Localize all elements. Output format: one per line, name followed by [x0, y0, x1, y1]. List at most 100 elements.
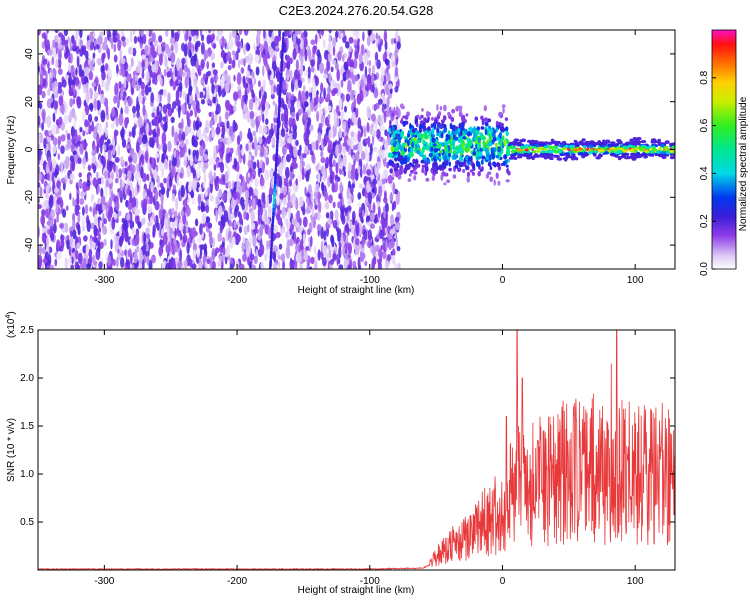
heatmap-cell	[111, 190, 114, 200]
heatmap-cell	[67, 76, 73, 87]
heatmap-cell	[516, 155, 523, 159]
heatmap-cell	[293, 146, 298, 159]
spectrogram-xlabel: Height of straight line (km)	[298, 285, 415, 296]
heatmap-cell	[323, 230, 327, 241]
heatmap-cell	[265, 118, 269, 125]
heatmap-cell	[279, 135, 283, 148]
heatmap-cell	[92, 177, 98, 187]
heatmap-cell	[284, 120, 288, 129]
heatmap-cell	[442, 115, 447, 121]
heatmap-cell	[279, 192, 284, 200]
heatmap-cell	[595, 156, 602, 160]
heatmap-cell	[330, 258, 334, 265]
heatmap-cell	[78, 172, 82, 178]
heatmap-cell	[381, 66, 386, 77]
heatmap-cell	[316, 60, 320, 72]
heatmap-cell	[310, 99, 314, 112]
heatmap-cell	[261, 213, 266, 222]
heatmap-cell	[88, 103, 94, 111]
heatmap-cell	[213, 114, 218, 124]
y-tick-label: 2.5	[20, 325, 34, 336]
heatmap-cell	[218, 142, 222, 150]
heatmap-cell	[355, 224, 360, 236]
heatmap-cell	[67, 133, 71, 140]
heatmap-cell	[197, 162, 203, 168]
heatmap-cell	[340, 110, 344, 123]
heatmap-cell	[156, 106, 160, 116]
heatmap-cell	[422, 145, 426, 152]
heatmap-cell	[60, 134, 66, 142]
heatmap-cell	[392, 182, 396, 195]
heatmap-cell	[56, 239, 61, 250]
heatmap-cell	[57, 153, 60, 161]
heatmap-cell	[123, 76, 127, 89]
heatmap-cell	[385, 151, 389, 161]
heatmap-cell	[226, 244, 230, 257]
heatmap-cell	[489, 165, 493, 171]
heatmap-cell	[76, 135, 81, 142]
heatmap-cell	[399, 165, 404, 171]
heatmap-cell	[174, 131, 179, 144]
heatmap-cell	[484, 129, 488, 136]
heatmap-cell	[50, 209, 55, 220]
heatmap-cell	[39, 133, 44, 144]
heatmap-cell	[350, 224, 354, 235]
heatmap-cell	[388, 83, 393, 90]
heatmap-cell	[381, 149, 386, 160]
heatmap-cell	[303, 101, 309, 108]
heatmap-cell	[607, 143, 611, 147]
heatmap-cell	[149, 156, 153, 165]
heatmap-cell	[368, 60, 371, 67]
heatmap-cell	[49, 264, 55, 269]
heatmap-cell	[495, 162, 501, 168]
heatmap-cell	[179, 139, 185, 148]
heatmap-cell	[462, 136, 467, 140]
heatmap-cell	[271, 136, 276, 146]
heatmap-cell	[357, 130, 362, 143]
heatmap-cell	[182, 90, 186, 100]
heatmap-cell	[70, 126, 75, 138]
heatmap-cell	[238, 59, 241, 69]
heatmap-cell	[94, 116, 99, 122]
heatmap-cell	[349, 66, 354, 73]
heatmap-cell	[331, 237, 335, 248]
heatmap-cell	[77, 212, 81, 224]
heatmap-cell	[172, 79, 177, 91]
heatmap-cell	[173, 150, 177, 158]
heatmap-cell	[396, 246, 401, 252]
heatmap-cell	[46, 115, 52, 128]
heatmap-cell	[210, 54, 215, 61]
heatmap-cell	[372, 178, 377, 186]
heatmap-cell	[363, 128, 367, 138]
heatmap-cell	[170, 116, 175, 124]
heatmap-cell	[176, 173, 180, 187]
heatmap-cell	[131, 187, 135, 199]
heatmap-cell	[136, 66, 140, 74]
heatmap-cell	[428, 130, 432, 137]
heatmap-cell	[404, 139, 408, 143]
heatmap-cell	[395, 30, 399, 42]
heatmap-cell	[648, 153, 652, 157]
heatmap-cell	[208, 171, 213, 181]
heatmap-cell	[172, 184, 176, 191]
heatmap-cell	[97, 159, 101, 169]
heatmap-cell	[66, 234, 70, 241]
heatmap-cell	[363, 229, 368, 241]
heatmap-cell	[224, 81, 230, 94]
heatmap-cell	[247, 256, 250, 266]
heatmap-cell	[283, 214, 287, 224]
heatmap-cell	[162, 104, 168, 114]
heatmap-cell	[327, 105, 332, 112]
heatmap-cell	[466, 176, 470, 183]
heatmap-cell	[131, 172, 134, 182]
heatmap-cell	[115, 116, 119, 128]
heatmap-cell	[344, 252, 348, 260]
y-tick-label: 40	[24, 48, 35, 60]
heatmap-cell	[73, 121, 77, 129]
heatmap-cell	[205, 216, 211, 224]
heatmap-cell	[175, 197, 179, 211]
heatmap-cell	[38, 172, 43, 181]
heatmap-cell	[228, 237, 233, 244]
heatmap-cell	[42, 78, 47, 88]
heatmap-cell	[58, 95, 64, 106]
